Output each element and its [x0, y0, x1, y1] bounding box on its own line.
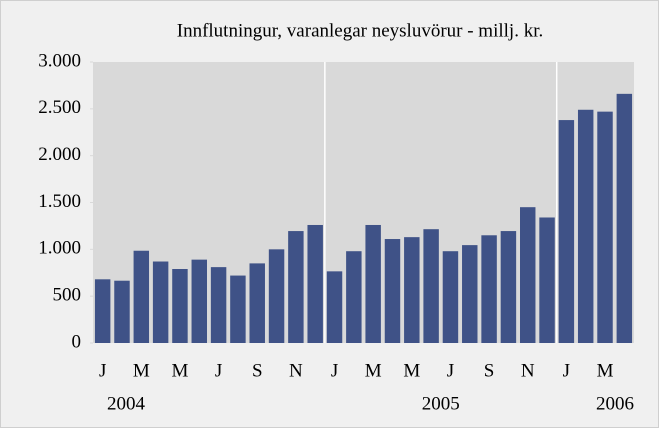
y-tick-label: 2.000	[38, 144, 81, 165]
bar	[133, 250, 150, 343]
bar	[288, 231, 304, 343]
bar	[577, 109, 594, 344]
chart-title: Innflutningur, varanlegar neysluvörur - …	[177, 20, 543, 41]
bar	[268, 249, 285, 343]
bar	[114, 280, 130, 343]
bar	[210, 267, 227, 343]
bar	[346, 251, 362, 343]
bar	[94, 279, 111, 343]
bar	[481, 235, 497, 343]
bar	[307, 224, 323, 343]
y-tick-label: 1.500	[38, 191, 81, 212]
bar	[152, 261, 169, 343]
bar	[423, 229, 439, 343]
x-tick-label: M	[597, 360, 614, 381]
x-tick-label: J	[331, 360, 338, 381]
x-tick-label: S	[252, 360, 263, 381]
x-tick-label: J	[447, 360, 454, 381]
x-tick-label: M	[133, 360, 150, 381]
bar	[520, 207, 536, 343]
bar	[558, 120, 575, 343]
year-label: 2004	[107, 393, 146, 414]
bar	[230, 275, 246, 343]
bar	[384, 239, 401, 343]
y-tick-label: 2.500	[38, 97, 81, 118]
y-tick-label: 1.000	[38, 238, 81, 259]
x-tick-label: M	[365, 360, 382, 381]
bar	[500, 231, 517, 343]
x-tick-label: J	[215, 360, 222, 381]
bar	[172, 269, 188, 343]
y-tick-label: 500	[53, 285, 82, 306]
y-tick-label: 0	[72, 331, 82, 352]
x-tick-label: S	[484, 360, 495, 381]
bar	[326, 271, 343, 343]
bar	[365, 224, 381, 343]
year-label: 2005	[422, 393, 460, 414]
bar	[249, 263, 265, 343]
y-tick-label: 3.000	[38, 50, 81, 71]
x-tick-label: N	[289, 360, 303, 381]
bar	[462, 245, 478, 343]
bar	[442, 251, 459, 343]
x-tick-label: M	[403, 360, 420, 381]
bar	[597, 111, 613, 343]
x-tick-label: N	[521, 360, 535, 381]
bar	[539, 217, 555, 343]
bar	[616, 93, 633, 343]
x-tick-label: M	[171, 360, 188, 381]
bar	[404, 237, 420, 343]
x-tick-label: J	[563, 360, 570, 381]
x-tick-label: J	[99, 360, 106, 381]
bar	[191, 259, 207, 343]
year-label: 2006	[596, 393, 634, 414]
